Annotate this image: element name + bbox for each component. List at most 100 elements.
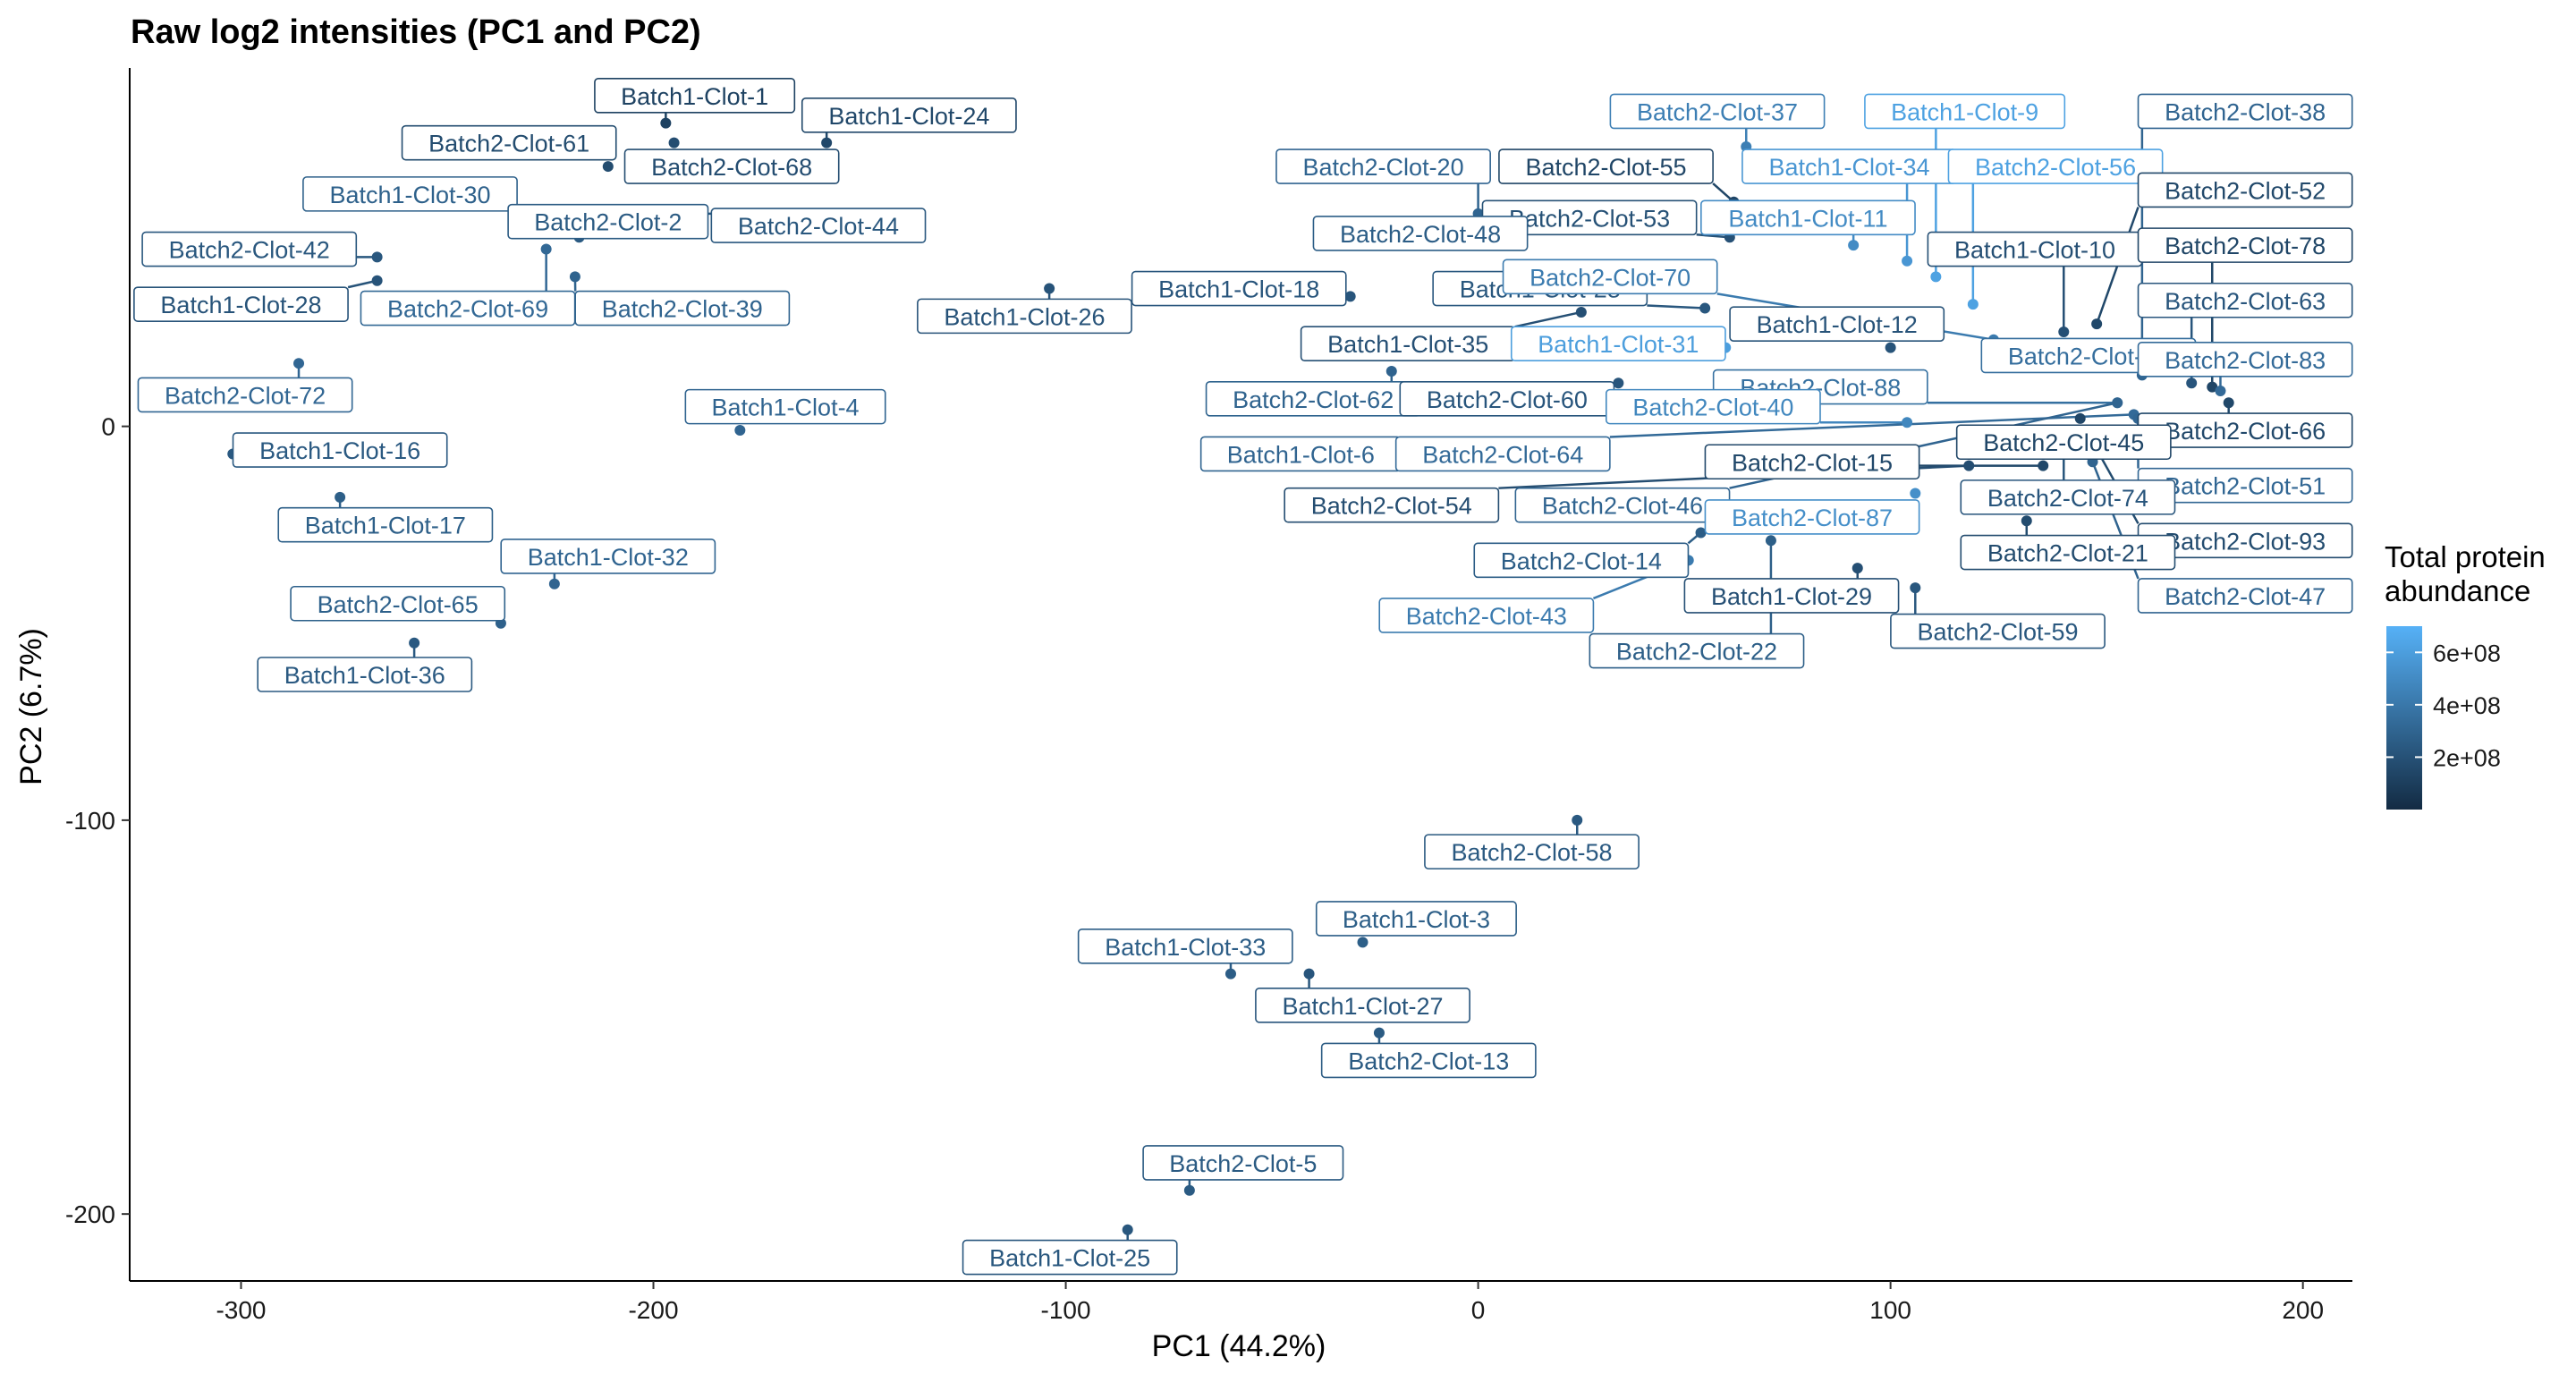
- data-point: [2038, 460, 2049, 471]
- legend-tick-label: 4e+08: [2433, 692, 2501, 719]
- label-text: Batch1-Clot-11: [1728, 205, 1887, 232]
- label-box: [290, 585, 506, 622]
- label-text: Batch2-Clot-56: [1975, 154, 2136, 181]
- data-point: [1344, 291, 1356, 302]
- label-box: [1960, 479, 2176, 515]
- x-tick-label: -300: [216, 1296, 266, 1324]
- point-label: Batch1-Clot-18: [1131, 270, 1347, 307]
- label-box: [1890, 613, 2106, 649]
- data-point: [1910, 582, 1921, 594]
- point-label: Batch2-Clot-68: [623, 148, 840, 184]
- point-label: Batch2-Clot-70: [1502, 259, 1718, 295]
- label-box: [1729, 306, 1945, 342]
- label-box: [574, 290, 791, 327]
- point-label: Batch1-Clot-10: [1927, 231, 2143, 267]
- label-box: [684, 388, 886, 425]
- data-point: [1122, 1224, 1133, 1235]
- label-text: Batch1-Clot-25: [989, 1245, 1150, 1272]
- label-text: Batch1-Clot-29: [1711, 583, 1872, 610]
- point-label: Batch2-Clot-53: [1481, 199, 1698, 236]
- label-box: [277, 506, 494, 543]
- point-label: Batch1-Clot-17: [277, 506, 494, 543]
- label-text: Batch2-Clot-20: [1303, 154, 1464, 181]
- point-label: Batch2-Clot-52: [2137, 172, 2353, 208]
- point-label: Batch2-Clot-72: [137, 377, 353, 413]
- label-text: Batch2-Clot-5: [1169, 1150, 1317, 1177]
- point-label: Batch1-Clot-24: [801, 98, 1017, 133]
- data-point: [1572, 814, 1583, 826]
- label-box: [1960, 534, 2176, 571]
- label-text: Batch2-Clot-68: [651, 154, 812, 181]
- point-label: Batch1-Clot-16: [232, 432, 448, 468]
- point-label: Batch1-Clot-9: [1864, 93, 2066, 130]
- legend-colorbar: [2386, 626, 2422, 810]
- point-label: Batch2-Clot-66: [2137, 412, 2353, 448]
- label-text: Batch2-Clot-55: [1525, 154, 1686, 181]
- label-text: Batch2-Clot-44: [738, 213, 899, 240]
- data-point: [2186, 377, 2198, 389]
- label-box: [1077, 928, 1293, 964]
- label-text: Batch1-Clot-17: [305, 513, 466, 539]
- point-label: Batch1-Clot-25: [962, 1239, 1178, 1276]
- label-box: [1312, 216, 1529, 251]
- label-box: [1609, 93, 1826, 130]
- data-point: [293, 358, 305, 369]
- data-point: [2207, 381, 2218, 393]
- point-labels: Batch1-Clot-1 Batch1-Clot-24 Batch2-Clot-6…: [133, 78, 2353, 1276]
- label-text: Batch2-Clot-63: [2165, 288, 2326, 315]
- label-text: Batch1-Clot-28: [160, 292, 321, 318]
- point-label: Batch2-Clot-62: [1205, 381, 1421, 417]
- label-box: [801, 98, 1017, 133]
- label-box: [1378, 598, 1595, 633]
- data-point: [1910, 488, 1921, 499]
- label-text: Batch1-Clot-10: [1954, 237, 2115, 264]
- label-box: [1704, 499, 1920, 535]
- point-label: Batch1-Clot-32: [500, 539, 716, 574]
- data-point: [1765, 535, 1776, 547]
- point-label: Batch2-Clot-45: [1955, 424, 2172, 461]
- connector-line: [1696, 233, 1730, 239]
- point-label: Batch2-Clot-93: [2137, 522, 2353, 559]
- label-box: [2137, 93, 2353, 130]
- label-text: Batch2-Clot-74: [1987, 485, 2148, 512]
- point-label: Batch2-Clot-40: [1605, 388, 1821, 425]
- label-text: Batch2-Clot-43: [1406, 603, 1567, 630]
- label-text: Batch1-Clot-31: [1538, 331, 1699, 358]
- label-box: [2137, 578, 2353, 614]
- connector-line: [1647, 304, 1706, 310]
- data-point: [1613, 377, 1624, 389]
- point-label: Batch1-Clot-28: [133, 286, 349, 322]
- label-box: [1864, 93, 2066, 130]
- label-text: Batch2-Clot-40: [1632, 394, 1793, 421]
- point-label: Batch1-Clot-33: [1077, 928, 1293, 964]
- point-label: Batch1-Clot-34: [1741, 148, 1957, 184]
- label-box: [1605, 388, 1821, 425]
- label-box: [500, 539, 716, 574]
- label-box: [1315, 901, 1517, 937]
- label-text: Batch2-Clot-83: [2165, 347, 2326, 374]
- point-label: Batch2-Clot-37: [1609, 93, 1826, 130]
- label-text: Batch2-Clot-45: [1983, 429, 2144, 456]
- x-tick-label: 200: [2282, 1296, 2324, 1324]
- label-box: [302, 176, 518, 212]
- data-point: [1303, 968, 1315, 980]
- y-tick-label: -200: [65, 1200, 115, 1228]
- data-point: [371, 275, 383, 286]
- label-text: Batch1-Clot-4: [712, 394, 860, 421]
- y-tick-label: -100: [65, 807, 115, 835]
- label-text: Batch1-Clot-12: [1757, 311, 1918, 338]
- data-point: [335, 491, 346, 503]
- point-label: Batch2-Clot-44: [710, 208, 927, 243]
- data-point: [1885, 342, 1896, 353]
- data-point: [1183, 1184, 1195, 1196]
- label-text: Batch2-Clot-70: [1530, 264, 1690, 291]
- label-box: [1275, 148, 1491, 184]
- label-text: Batch2-Clot-58: [1451, 839, 1612, 866]
- point-label: Batch2-Clot-42: [141, 231, 358, 267]
- plot-axes: -300 -200 -100 0 100 200 0 -100 -200: [65, 68, 2352, 1324]
- point-label: Batch1-Clot-29: [1683, 578, 1900, 614]
- label-text: Batch2-Clot-64: [1422, 441, 1583, 468]
- point-label: Batch2-Clot-22: [1589, 632, 1805, 669]
- point-label: Batch2-Clot-64: [1394, 436, 1611, 472]
- x-tick-label: 100: [1869, 1296, 1911, 1324]
